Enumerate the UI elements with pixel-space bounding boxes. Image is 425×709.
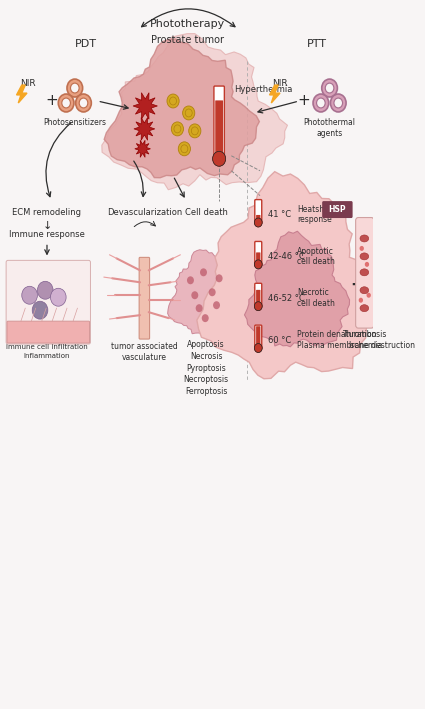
Circle shape [51,289,66,306]
Polygon shape [167,250,244,334]
Circle shape [254,260,262,269]
Polygon shape [104,39,259,178]
Text: Phototherapy: Phototherapy [150,19,226,29]
Ellipse shape [360,253,369,260]
Text: 46-52 °C: 46-52 °C [268,294,305,303]
Text: +: + [351,277,364,294]
Circle shape [196,304,203,312]
Text: ↓: ↓ [42,220,52,230]
Circle shape [79,98,88,108]
Text: Apoptotic
cell death: Apoptotic cell death [298,247,335,267]
Circle shape [254,344,262,352]
FancyBboxPatch shape [139,257,150,339]
Text: +: + [45,94,58,108]
Circle shape [215,274,223,282]
Circle shape [22,286,37,304]
Polygon shape [134,118,155,140]
Text: Inflammation: Inflammation [24,353,70,359]
Text: Apoptosis
Necrosis
Pyroptosis
Necroptosis
Ferroptosis: Apoptosis Necrosis Pyroptosis Necroptosi… [184,340,229,396]
FancyBboxPatch shape [255,325,262,349]
Circle shape [183,106,195,120]
Text: Photothermal
agents: Photothermal agents [303,118,356,138]
Polygon shape [102,33,287,190]
Text: Immune response: Immune response [9,230,85,240]
Polygon shape [197,172,382,379]
Text: tumor associated
vasculature: tumor associated vasculature [111,342,178,362]
Circle shape [76,94,91,112]
FancyBboxPatch shape [255,284,262,307]
Text: Photosensitizers: Photosensitizers [43,118,106,127]
Text: Necrotic
cell death: Necrotic cell death [298,289,335,308]
Text: Protein denaturation
Plasma membrane destruction: Protein denaturation Plasma membrane des… [298,330,415,350]
Circle shape [213,301,220,309]
Circle shape [334,98,343,108]
Polygon shape [135,140,150,157]
Text: Prostate tumor: Prostate tumor [151,35,224,45]
FancyBboxPatch shape [256,252,261,264]
Circle shape [58,94,74,112]
Ellipse shape [360,235,369,242]
Text: 41 °C: 41 °C [268,210,291,219]
Circle shape [322,79,337,97]
FancyBboxPatch shape [256,326,261,348]
Circle shape [209,289,215,296]
Circle shape [254,218,262,227]
FancyBboxPatch shape [255,200,262,223]
Text: Hyperthermia: Hyperthermia [234,84,292,94]
Circle shape [330,94,346,112]
Circle shape [37,281,53,299]
FancyBboxPatch shape [356,218,374,328]
Ellipse shape [360,286,369,294]
Text: PTT: PTT [306,39,326,49]
Text: Thrombosis
Ischemia: Thrombosis Ischemia [343,330,388,350]
FancyBboxPatch shape [322,201,353,218]
Circle shape [202,314,209,322]
FancyBboxPatch shape [256,290,261,306]
FancyBboxPatch shape [256,215,261,223]
Text: HSP: HSP [329,205,346,214]
FancyBboxPatch shape [214,86,224,160]
Polygon shape [17,85,27,103]
Text: PDT: PDT [75,39,97,49]
Circle shape [360,246,364,251]
Text: NIR: NIR [272,79,288,88]
Circle shape [71,83,79,93]
FancyBboxPatch shape [215,101,223,159]
Circle shape [254,302,262,311]
Polygon shape [133,93,157,119]
Circle shape [313,94,329,112]
Circle shape [189,124,201,138]
Text: Devascularization: Devascularization [107,208,182,216]
Circle shape [359,298,363,303]
Ellipse shape [360,305,369,312]
Circle shape [32,301,48,319]
Ellipse shape [360,269,369,276]
Polygon shape [244,231,349,347]
Text: NIR: NIR [20,79,36,88]
Circle shape [365,262,369,267]
Circle shape [171,122,184,136]
Text: ECM remodeling: ECM remodeling [12,208,82,216]
Text: +: + [297,94,310,108]
Circle shape [178,142,190,156]
Circle shape [187,277,194,284]
Circle shape [62,98,71,108]
Polygon shape [269,85,280,103]
Text: 42-46 °C: 42-46 °C [268,252,305,261]
Circle shape [191,291,198,299]
FancyBboxPatch shape [7,321,90,343]
Circle shape [167,94,179,108]
Text: immune cell infiltration: immune cell infiltration [6,344,88,350]
Circle shape [325,83,334,93]
Circle shape [212,151,226,166]
Circle shape [200,268,207,277]
Text: 60 °C: 60 °C [268,335,291,345]
Text: Cell death: Cell death [184,208,227,216]
Circle shape [317,98,325,108]
Circle shape [67,79,82,97]
FancyBboxPatch shape [255,242,262,265]
FancyBboxPatch shape [6,260,91,344]
Circle shape [366,293,371,298]
Text: Heatshock
response: Heatshock response [298,205,338,225]
